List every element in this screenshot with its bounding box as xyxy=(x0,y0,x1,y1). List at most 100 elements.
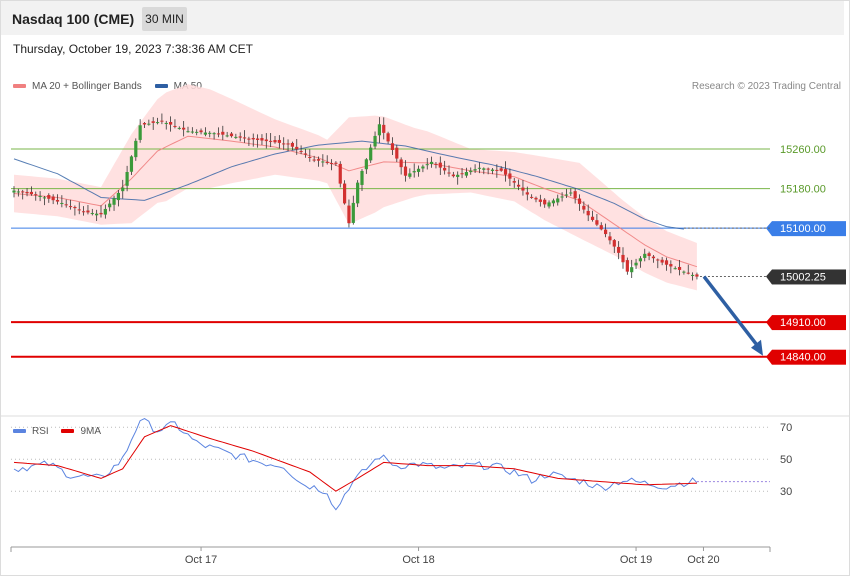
candle-body xyxy=(399,159,403,168)
candle-body xyxy=(64,204,68,206)
candle-body xyxy=(669,264,673,267)
candle-body xyxy=(238,136,242,138)
candle-body xyxy=(29,191,33,195)
candle-body xyxy=(216,133,221,135)
candle-body xyxy=(308,156,312,158)
candle-body xyxy=(456,174,460,177)
candle-body xyxy=(590,216,595,220)
candle-body xyxy=(125,172,129,186)
candle-body xyxy=(543,199,547,205)
chart-header: Nasdaq 100 (CME) 30 MIN xyxy=(1,1,844,35)
candle-body xyxy=(68,206,73,208)
candle-body xyxy=(403,166,408,176)
last-price-box xyxy=(772,269,846,285)
candle-body xyxy=(195,131,199,133)
candle-body xyxy=(112,198,116,205)
candle-body xyxy=(34,194,38,196)
candle-body xyxy=(377,124,381,136)
level-label-text: 14840.00 xyxy=(780,352,826,364)
candle-body xyxy=(60,202,64,204)
candle-body xyxy=(438,162,442,168)
candle-body xyxy=(51,196,55,201)
level-label-pointer xyxy=(766,315,772,331)
candle-body xyxy=(647,253,651,257)
candle-body xyxy=(530,196,534,198)
candle-body xyxy=(656,259,660,261)
candle-body xyxy=(695,274,699,277)
candle-body xyxy=(173,125,177,127)
candle-body xyxy=(412,171,416,173)
candle-body xyxy=(364,159,368,170)
candle-body xyxy=(121,187,125,192)
candle-body xyxy=(569,192,573,194)
candles xyxy=(12,113,699,281)
legend-swatch-ma50 xyxy=(154,84,168,89)
level-label-box xyxy=(772,221,846,237)
bollinger-bands xyxy=(14,84,697,291)
candle-body xyxy=(299,151,303,153)
candle-body xyxy=(282,143,286,145)
level-label-box xyxy=(772,142,846,158)
candle-body xyxy=(677,266,682,270)
candle-body xyxy=(625,260,629,272)
candle-body xyxy=(164,122,168,124)
candle-body xyxy=(482,168,486,170)
candle-body xyxy=(621,254,625,263)
candle-body xyxy=(369,147,373,161)
candle-body xyxy=(99,212,103,215)
level-label-pointer xyxy=(766,349,772,365)
candle-body xyxy=(273,140,277,143)
candle-body xyxy=(351,202,355,223)
candle-body xyxy=(630,267,634,273)
candle-body xyxy=(186,131,190,133)
rsi-ma-line xyxy=(13,425,697,492)
candle-body xyxy=(686,272,690,274)
candle-body xyxy=(129,156,134,172)
candle-body xyxy=(42,197,47,199)
level-label-text: 15260.00 xyxy=(780,144,826,156)
candle-body xyxy=(490,169,495,171)
candle-body xyxy=(169,121,173,125)
level-label-text: 15100.00 xyxy=(780,223,826,235)
candle-body xyxy=(495,169,499,171)
candle-body xyxy=(155,122,160,124)
candle-body xyxy=(73,206,77,209)
candle-body xyxy=(464,172,468,176)
candle-body xyxy=(643,253,647,258)
candle-body xyxy=(408,173,412,177)
level-label-box xyxy=(772,315,846,331)
level-label-box xyxy=(772,181,846,197)
candle-body xyxy=(55,199,60,202)
candle-body xyxy=(499,168,503,171)
candle-body xyxy=(234,136,238,138)
candle-body xyxy=(425,164,429,166)
candle-body xyxy=(508,173,512,179)
level-label-text: 14910.00 xyxy=(780,317,826,329)
candle-body xyxy=(525,192,529,195)
candle-body xyxy=(103,208,107,215)
legend-swatch-rsi xyxy=(13,429,26,434)
chart-datetime: Thursday, October 19, 2023 7:38:36 AM CE… xyxy=(13,42,253,56)
legend-swatch-ma20 xyxy=(13,84,26,89)
candle-body xyxy=(95,213,99,216)
candle-body xyxy=(77,209,81,211)
candle-body xyxy=(16,191,20,193)
candle-body xyxy=(573,191,577,199)
candle-body xyxy=(347,205,351,224)
candle-body xyxy=(212,133,216,135)
interval-button[interactable]: 30 MIN xyxy=(142,7,187,31)
candle-body xyxy=(116,192,120,201)
candle-body xyxy=(651,256,656,259)
rsi-line xyxy=(13,418,698,511)
candle-body xyxy=(638,258,642,262)
candle-body xyxy=(225,135,229,137)
candle-body xyxy=(329,163,334,165)
candle-body xyxy=(321,161,325,163)
candle-body xyxy=(343,183,347,204)
candle-body xyxy=(82,211,86,213)
candle-body xyxy=(512,181,516,183)
forecast-arrow-shaft xyxy=(702,275,761,349)
rsi-tick-label: 50 xyxy=(780,454,792,466)
